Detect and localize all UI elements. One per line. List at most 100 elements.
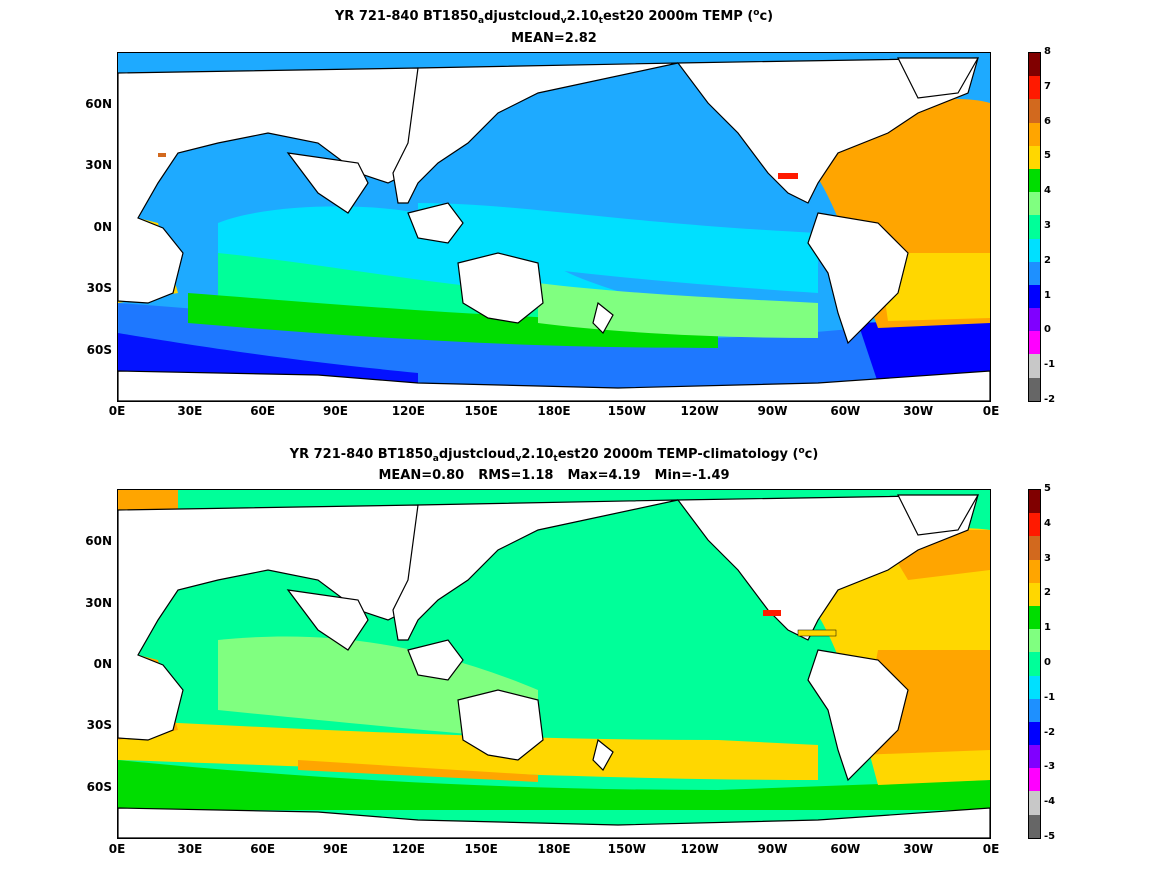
colorbar-label: 6 [1044,115,1051,127]
x-tick-6-bottom: 180E [537,842,571,856]
x-tick-0-bottom: 0E [108,842,126,856]
colorbar-swatch [1029,745,1040,769]
colorbar-label: 5 [1044,150,1051,162]
colorbar-swatch [1029,629,1040,653]
colorbar-swatch [1029,76,1040,100]
greenland [897,57,980,99]
arabia-india [286,152,369,214]
colorbar-swatch [1029,145,1040,169]
colorbar-label: 1 [1044,289,1051,301]
colorbar-label: 0 [1044,324,1051,336]
y-tick-0n-bottom: 0N [93,657,112,671]
x-tick-7-top: 150W [607,404,646,418]
x-tick-9-bottom: 90W [757,842,788,856]
x-tick-10-bottom: 60W [830,842,861,856]
nz [592,301,614,334]
x-tick-9-top: 90W [757,404,788,418]
greenland [897,494,980,536]
y-tick-30s-top: 30S [86,281,112,295]
arabia-india [286,589,369,651]
y-tick-60n-top: 60N [85,97,112,111]
colorbar-label: 2 [1044,587,1051,599]
colorbar-swatch [1029,354,1040,378]
x-tick-2-bottom: 60E [250,842,276,856]
y-tick-60s-top: 60S [86,343,112,357]
colorbar-label: 2 [1044,254,1051,266]
continents [118,494,990,838]
southern-green [118,760,990,810]
x-tick-10-top: 60W [830,404,861,418]
bottom-stats: MEAN=0.80 RMS=1.18 Max=4.19 Min=-1.49 [117,468,991,484]
x-tick-5-top: 150E [464,404,498,418]
colorbar-swatch [1029,168,1040,193]
stat-max: Max=4.19 [567,468,641,483]
x-tick-11-top: 30W [903,404,934,418]
x-tick-1-top: 30E [177,404,203,418]
colorbar-swatch [1029,308,1040,332]
north-america [676,494,979,641]
colorbar-swatch [1029,377,1040,401]
x-tick-3-top: 90E [323,404,348,418]
maritime-se-asia [407,639,464,681]
colorbar-label: -1 [1044,691,1056,703]
colorbar-swatch [1029,490,1040,514]
colorbar-label: -3 [1044,761,1056,773]
colorbar-swatch [1029,768,1040,792]
continents [118,57,990,401]
y-tick-30s-bottom: 30S [86,718,112,732]
colorbar-swatch [1029,331,1040,355]
colorbar-label: -4 [1044,796,1056,808]
atlantic-south-yellow [878,253,990,321]
north-america [676,57,979,204]
top-title: YR 721-840 BT1850adjustcloudv2.10test20 … [334,8,774,26]
colorbar-swatch [1029,192,1040,216]
colorbar-swatch [1029,122,1040,146]
x-tick-12-top: 0E [982,404,1000,418]
colorbar-swatch [1029,582,1040,606]
colorbar-swatch [1029,513,1040,537]
asia-east [392,499,679,641]
antarctica [118,807,990,838]
colorbar-swatch [1029,791,1040,815]
x-tick-8-top: 120W [680,404,719,418]
colorbar-label: 4 [1044,517,1051,529]
colorbar-bottom [1028,489,1041,839]
south-america [807,649,909,782]
australia [457,252,544,324]
stat-min: Min=-1.49 [654,468,730,483]
colorbar-swatch [1029,284,1040,309]
antarctica [118,370,990,401]
equatorial-cyan [418,203,818,293]
colorbar-label: 7 [1044,80,1051,92]
x-tick-5-bottom: 150E [464,842,498,856]
maritime-se-asia [407,202,464,244]
x-tick-7-bottom: 150W [607,842,646,856]
x-tick-1-bottom: 30E [177,842,203,856]
y-tick-60s-bottom: 60S [86,780,112,794]
colorbar-top [1028,52,1041,402]
colorbar-label: 4 [1044,185,1051,197]
colorbar-label: -1 [1044,359,1056,371]
stat-mean: MEAN=2.82 [511,31,597,46]
colorbar-label: 3 [1044,220,1051,231]
y-tick-30n-top: 30N [85,158,112,172]
colorbar-label: -5 [1044,831,1056,842]
colorbar-swatch [1029,652,1040,676]
nz [592,738,614,771]
y-tick-30n-bottom: 30N [85,596,112,610]
x-tick-12-bottom: 0E [982,842,1000,856]
colorbar-swatch [1029,261,1040,285]
x-tick-0-top: 0E [108,404,126,418]
x-tick-2-top: 60E [250,404,276,418]
south-green-band [188,293,718,348]
asia-east [392,62,679,204]
colorbar-label: -2 [1044,394,1056,405]
x-tick-4-top: 120E [391,404,425,418]
y-tick-60n-bottom: 60N [85,534,112,548]
stat-mean: MEAN=0.80 [378,468,465,483]
south-atlantic-deep [858,318,990,383]
top-stats: MEAN=2.82 [117,31,991,47]
colorbar-swatch [1029,814,1040,838]
x-tick-6-top: 180E [537,404,571,418]
australia [457,689,544,761]
